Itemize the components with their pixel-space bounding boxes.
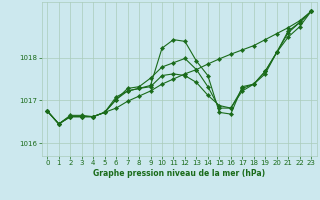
X-axis label: Graphe pression niveau de la mer (hPa): Graphe pression niveau de la mer (hPa)	[93, 169, 265, 178]
